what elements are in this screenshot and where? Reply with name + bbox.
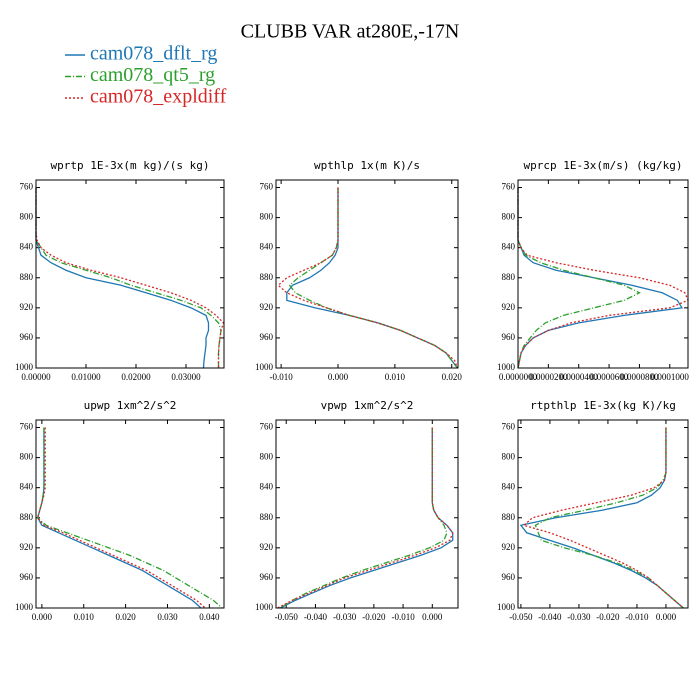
profile-line — [277, 427, 454, 609]
legend-label: cam078_dflt_rg — [90, 43, 217, 65]
y-tick-label: 800 — [502, 212, 516, 222]
y-tick-label: 800 — [502, 452, 516, 462]
subplot-title: vpwp 1xm^2/s^2 — [321, 399, 414, 412]
x-tick-label: 0.0000800 — [620, 372, 659, 382]
y-tick-label: 840 — [260, 242, 274, 252]
x-tick-label: -0.010 — [269, 372, 293, 382]
y-tick-label: 840 — [502, 242, 516, 252]
figure-title: CLUBB VAR at280E,-17N — [241, 21, 460, 43]
y-tick-label: 920 — [20, 302, 34, 312]
x-tick-label: -0.040 — [304, 612, 328, 622]
y-tick-label: 880 — [20, 272, 34, 282]
profile-line — [522, 427, 684, 609]
x-tick-label: 0.0000000 — [499, 372, 538, 382]
x-tick-label: -0.050 — [275, 612, 299, 622]
plot-frame — [275, 419, 459, 609]
subplot-title: rtpthlp 1E-3x(kg K)/kg — [530, 399, 676, 412]
x-tick-label: 0.0001000 — [651, 372, 690, 382]
y-tick-label: 880 — [260, 512, 274, 522]
y-tick-label: 760 — [260, 182, 274, 192]
subplot-title: wpthlp 1x(m K)/s — [314, 159, 420, 172]
x-tick-label: 0.000 — [656, 612, 677, 622]
legend-label: cam078_expldiff — [90, 86, 227, 108]
x-tick-label: -0.010 — [391, 612, 415, 622]
y-tick-label: 960 — [502, 572, 516, 582]
profile-line — [36, 427, 206, 609]
y-tick-label: 1000 — [255, 602, 274, 612]
x-tick-label: 0.000 — [422, 612, 443, 622]
y-tick-label: 800 — [20, 212, 34, 222]
plot-frame — [517, 179, 689, 369]
y-tick-label: 1000 — [255, 362, 274, 372]
x-tick-label: -0.040 — [538, 612, 562, 622]
y-tick-label: 760 — [20, 422, 34, 432]
y-tick-label: 840 — [20, 242, 34, 252]
x-tick-label: -0.030 — [333, 612, 357, 622]
x-tick-label: 0.0000600 — [590, 372, 629, 382]
y-tick-label: 920 — [20, 542, 34, 552]
y-tick-label: 760 — [502, 182, 516, 192]
x-tick-label: 0.00000 — [21, 372, 51, 382]
y-tick-label: 840 — [502, 482, 516, 492]
y-tick-label: 840 — [260, 482, 274, 492]
y-tick-label: 800 — [20, 452, 34, 462]
x-tick-label: 0.020 — [442, 372, 463, 382]
plot-frame — [275, 179, 459, 369]
profile-line — [277, 187, 459, 369]
x-tick-label: -0.030 — [567, 612, 591, 622]
x-tick-label: 0.000 — [328, 372, 349, 382]
subplot-title: wprtp 1E-3x(m kg)/(s kg) — [51, 159, 210, 172]
y-tick-label: 880 — [502, 512, 516, 522]
x-tick-label: -0.050 — [509, 612, 533, 622]
x-tick-label: 0.000 — [32, 612, 53, 622]
x-tick-label: -0.020 — [596, 612, 620, 622]
y-tick-label: 960 — [20, 572, 34, 582]
profile-line — [534, 427, 684, 609]
x-tick-label: -0.010 — [625, 612, 649, 622]
y-tick-label: 760 — [502, 422, 516, 432]
plot-frame — [517, 419, 689, 609]
x-tick-label: 0.030 — [157, 612, 178, 622]
y-tick-label: 1000 — [15, 362, 34, 372]
y-tick-label: 880 — [502, 272, 516, 282]
profile-line — [36, 427, 223, 609]
x-tick-label: 0.0000400 — [560, 372, 599, 382]
y-tick-label: 960 — [502, 332, 516, 342]
x-tick-label: 0.010 — [74, 612, 95, 622]
y-tick-label: 800 — [260, 212, 274, 222]
x-tick-label: 0.010 — [385, 372, 406, 382]
y-tick-label: 1000 — [497, 602, 516, 612]
y-tick-label: 920 — [260, 302, 274, 312]
x-tick-label: 0.01000 — [71, 372, 101, 382]
y-tick-label: 800 — [260, 452, 274, 462]
y-tick-label: 960 — [260, 572, 274, 582]
y-tick-label: 880 — [20, 512, 34, 522]
subplot-title: upwp 1xm^2/s^2 — [84, 399, 177, 412]
x-tick-label: 0.020 — [115, 612, 136, 622]
y-tick-label: 1000 — [497, 362, 516, 372]
plot-frame — [35, 179, 225, 369]
legend-label: cam078_qt5_rg — [90, 64, 215, 86]
y-tick-label: 920 — [502, 542, 516, 552]
x-tick-label: 0.0000200 — [529, 372, 568, 382]
y-tick-label: 920 — [502, 302, 516, 312]
y-tick-label: 840 — [20, 482, 34, 492]
y-tick-label: 760 — [20, 182, 34, 192]
subplot-title: wprcp 1E-3x(m/s) (kg/kg) — [524, 159, 683, 172]
y-tick-label: 920 — [260, 542, 274, 552]
y-tick-label: 1000 — [15, 602, 34, 612]
plot-frame — [35, 419, 225, 609]
x-tick-label: -0.020 — [362, 612, 386, 622]
y-tick-label: 760 — [260, 422, 274, 432]
y-tick-label: 960 — [20, 332, 34, 342]
y-tick-label: 960 — [260, 332, 274, 342]
y-tick-label: 880 — [260, 272, 274, 282]
x-tick-label: 0.040 — [199, 612, 220, 622]
x-tick-label: 0.02000 — [121, 372, 151, 382]
x-tick-label: 0.03000 — [171, 372, 201, 382]
